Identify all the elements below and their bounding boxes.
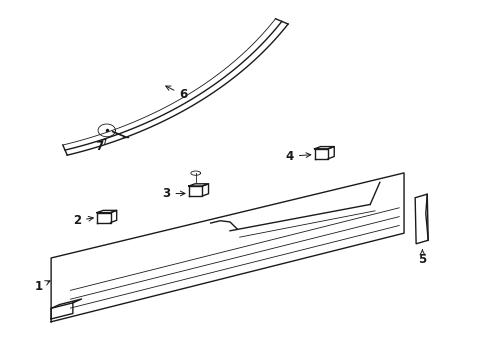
Polygon shape <box>414 194 427 244</box>
Text: 2: 2 <box>73 214 93 227</box>
Text: 5: 5 <box>417 250 426 266</box>
Text: 3: 3 <box>162 187 184 200</box>
Text: 4: 4 <box>285 150 310 163</box>
Text: 1: 1 <box>34 280 50 293</box>
Text: 6: 6 <box>165 86 187 102</box>
Text: 7: 7 <box>95 139 106 153</box>
